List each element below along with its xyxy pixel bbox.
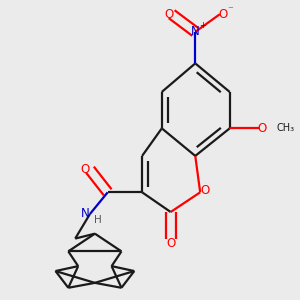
Text: H: H — [94, 215, 102, 225]
Text: N: N — [191, 26, 200, 38]
Text: O: O — [218, 8, 227, 21]
Text: O: O — [200, 184, 210, 197]
Text: O: O — [166, 237, 175, 250]
Text: CH₃: CH₃ — [277, 123, 295, 133]
Text: O: O — [80, 163, 90, 176]
Text: ⁻: ⁻ — [227, 5, 233, 15]
Text: O: O — [258, 122, 267, 135]
Text: N: N — [81, 208, 89, 220]
Text: +: + — [199, 22, 206, 31]
Text: O: O — [164, 8, 173, 21]
